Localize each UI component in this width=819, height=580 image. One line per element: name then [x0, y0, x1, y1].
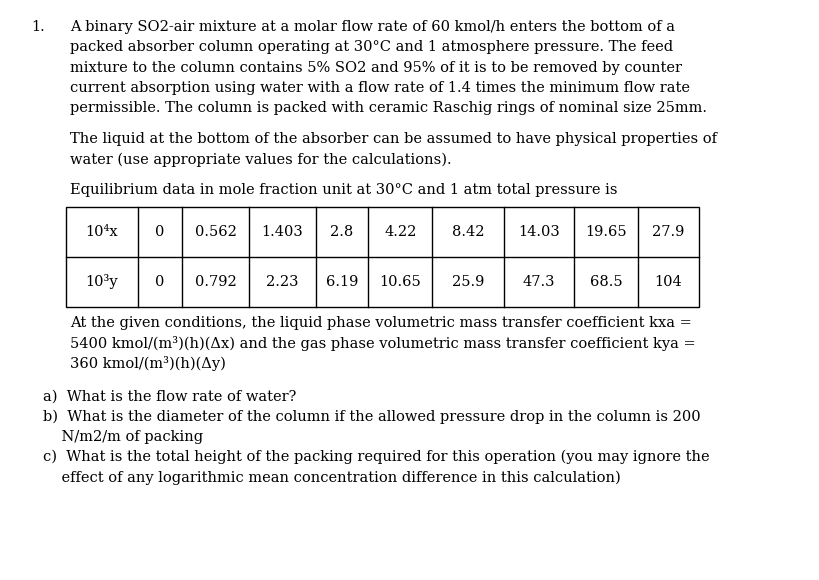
Text: 25.9: 25.9 — [451, 275, 484, 289]
Text: Equilibrium data in mole fraction unit at 30°C and 1 atm total pressure is: Equilibrium data in mole fraction unit a… — [70, 183, 617, 198]
Text: 1.403: 1.403 — [261, 225, 303, 239]
Bar — [66, 207, 698, 307]
Text: 0.792: 0.792 — [194, 275, 236, 289]
Text: 10.65: 10.65 — [379, 275, 421, 289]
Text: 5400 kmol/(m³)(h)(Δx) and the gas phase volumetric mass transfer coefficient kya: 5400 kmol/(m³)(h)(Δx) and the gas phase … — [70, 336, 695, 351]
Text: At the given conditions, the liquid phase volumetric mass transfer coefficient k: At the given conditions, the liquid phas… — [70, 316, 690, 330]
Text: 8.42: 8.42 — [451, 225, 484, 239]
Text: a)  What is the flow rate of water?: a) What is the flow rate of water? — [43, 390, 296, 404]
Text: 2.8: 2.8 — [330, 225, 353, 239]
Text: 0.562: 0.562 — [194, 225, 236, 239]
Text: 14.03: 14.03 — [518, 225, 559, 239]
Text: 0: 0 — [155, 275, 165, 289]
Text: A binary SO2-air mixture at a molar flow rate of 60 kmol/h enters the bottom of : A binary SO2-air mixture at a molar flow… — [70, 20, 674, 34]
Text: 47.3: 47.3 — [523, 275, 554, 289]
Text: water (use appropriate values for the calculations).: water (use appropriate values for the ca… — [70, 152, 450, 166]
Text: 360 kmol/(m³)(h)(Δy): 360 kmol/(m³)(h)(Δy) — [70, 356, 225, 371]
Text: effect of any logarithmic mean concentration difference in this calculation): effect of any logarithmic mean concentra… — [43, 470, 620, 484]
Text: N/m2/m of packing: N/m2/m of packing — [43, 430, 202, 444]
Text: 27.9: 27.9 — [651, 225, 684, 239]
Text: packed absorber column operating at 30°C and 1 atmosphere pressure. The feed: packed absorber column operating at 30°C… — [70, 41, 672, 55]
Text: 19.65: 19.65 — [584, 225, 626, 239]
Text: 10³y: 10³y — [85, 274, 118, 289]
Text: 1.: 1. — [31, 20, 45, 34]
Text: current absorption using water with a flow rate of 1.4 times the minimum flow ra: current absorption using water with a fl… — [70, 81, 689, 95]
Text: 4.22: 4.22 — [383, 225, 416, 239]
Text: mixture to the column contains 5% SO2 and 95% of it is to be removed by counter: mixture to the column contains 5% SO2 an… — [70, 60, 681, 75]
Text: c)  What is the total height of the packing required for this operation (you may: c) What is the total height of the packi… — [43, 450, 708, 465]
Text: permissible. The column is packed with ceramic Raschig rings of nominal size 25m: permissible. The column is packed with c… — [70, 101, 706, 115]
Text: b)  What is the diameter of the column if the allowed pressure drop in the colum: b) What is the diameter of the column if… — [43, 409, 699, 424]
Text: 0: 0 — [155, 225, 165, 239]
Text: The liquid at the bottom of the absorber can be assumed to have physical propert: The liquid at the bottom of the absorber… — [70, 132, 716, 146]
Text: 104: 104 — [654, 275, 681, 289]
Text: 68.5: 68.5 — [589, 275, 622, 289]
Text: 6.19: 6.19 — [325, 275, 358, 289]
Text: 10⁴x: 10⁴x — [85, 225, 118, 239]
Text: 2.23: 2.23 — [265, 275, 298, 289]
